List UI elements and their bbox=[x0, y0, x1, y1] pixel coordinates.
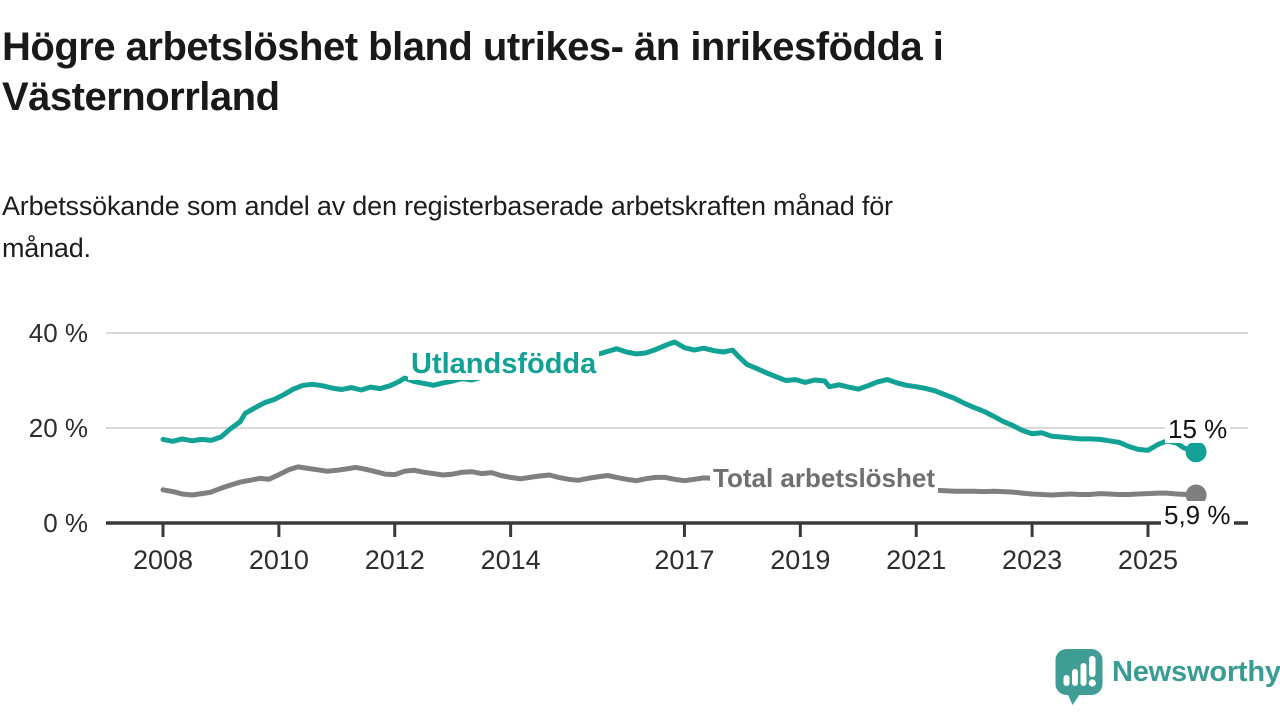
x-axis-label: 2008 bbox=[132, 545, 194, 575]
series-line bbox=[160, 464, 1199, 498]
chart-title-line-1: Högre arbetslöshet bland utrikes- än inr… bbox=[2, 25, 944, 69]
series-label-total-arbetsloshet: Total arbetslöshet bbox=[710, 464, 939, 494]
y-axis-label: 40 % bbox=[28, 318, 88, 348]
series-end-dot bbox=[1185, 484, 1207, 506]
x-axis-label: 2019 bbox=[770, 545, 831, 575]
x-axis-label: 2023 bbox=[1002, 545, 1063, 575]
chart-subtitle: Arbetssökande som andel av den registerb… bbox=[2, 185, 893, 269]
line-chart-canvas bbox=[106, 332, 1248, 537]
end-value-utlandsfodda: 15 % bbox=[1165, 415, 1231, 443]
y-axis-label: 0 % bbox=[43, 508, 88, 538]
newsworthy-speech-bubble-chart-icon bbox=[1055, 649, 1103, 705]
chart-subtitle-line-1: Arbetssökande som andel av den registerb… bbox=[2, 191, 893, 221]
chart-title-line-2: Västernorrland bbox=[2, 75, 280, 119]
x-axis-label: 2014 bbox=[480, 545, 541, 575]
x-axis-label: 2021 bbox=[886, 545, 947, 575]
y-axis-label: 20 % bbox=[28, 413, 88, 443]
series-line bbox=[160, 339, 1199, 455]
x-axis-label: 2010 bbox=[248, 545, 309, 575]
end-value-total-arbetsloshet: 5,9 % bbox=[1161, 501, 1234, 529]
chart-title: Högre arbetslöshet bland utrikes- än inr… bbox=[2, 22, 944, 122]
series-label-utlandsfodda: Utlandsfödda bbox=[408, 348, 600, 381]
series-end-dot bbox=[1185, 441, 1207, 463]
newsworthy-wordmark: Newsworthy bbox=[1112, 656, 1280, 688]
x-axis-label: 2017 bbox=[654, 545, 715, 575]
newsworthy-logo: Newsworthy bbox=[1055, 649, 1280, 705]
x-axis-label: 2012 bbox=[364, 545, 425, 575]
x-axis-label: 2025 bbox=[1117, 545, 1178, 575]
chart-subtitle-line-2: månad. bbox=[2, 233, 91, 263]
